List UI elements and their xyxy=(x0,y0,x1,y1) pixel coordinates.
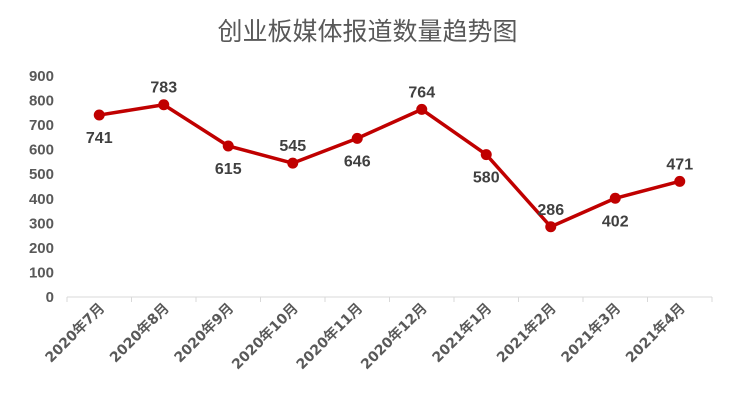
data-points xyxy=(93,99,686,233)
x-tick-label: 2021年1月 xyxy=(429,300,495,366)
y-tick-label: 400 xyxy=(29,191,54,208)
x-axis: 2020年7月2020年8月2020年9月2020年10月2020年11月202… xyxy=(42,296,713,373)
data-label: 471 xyxy=(666,156,693,173)
y-tick-label: 900 xyxy=(29,68,54,85)
x-tick-label: 2020年9月 xyxy=(171,300,237,366)
data-point xyxy=(222,140,234,152)
data-label: 783 xyxy=(150,80,177,97)
data-label: 764 xyxy=(408,84,435,101)
data-point xyxy=(545,221,557,233)
data-label: 545 xyxy=(279,138,306,155)
data-label: 741 xyxy=(86,130,113,147)
data-label: 615 xyxy=(215,161,242,178)
data-labels: 741 783 615 545 646 764 580 286 402 471 xyxy=(86,80,693,231)
y-tick-label: 0 xyxy=(46,289,54,306)
x-tick-label: 2020年12月 xyxy=(357,300,430,373)
x-tick-label: 2020年7月 xyxy=(42,300,108,366)
x-tick-label: 2021年4月 xyxy=(622,300,688,366)
chart-title: 创业板媒体报道数量趋势图 xyxy=(217,17,518,46)
data-point xyxy=(674,175,686,187)
data-point xyxy=(480,149,492,161)
y-tick-label: 800 xyxy=(29,93,54,110)
y-tick-label: 600 xyxy=(29,142,54,159)
data-point xyxy=(287,157,299,169)
data-point xyxy=(351,132,363,144)
y-tick-label: 700 xyxy=(29,117,54,134)
y-axis: 0 100 200 300 400 500 600 700 800 900 xyxy=(29,68,54,306)
data-point xyxy=(93,109,105,121)
data-point xyxy=(416,103,428,115)
x-tick-label: 2021年2月 xyxy=(493,300,559,366)
data-point xyxy=(609,192,621,204)
series-line xyxy=(97,102,682,229)
data-point xyxy=(158,99,170,111)
x-tick-label: 2020年8月 xyxy=(106,300,172,366)
x-tick-label: 2020年10月 xyxy=(228,300,301,373)
series-polyline xyxy=(97,102,682,229)
data-label: 286 xyxy=(537,202,564,219)
y-tick-label: 500 xyxy=(29,166,54,183)
y-tick-label: 100 xyxy=(29,264,54,281)
y-tick-label: 300 xyxy=(29,215,54,232)
x-tick-label: 2020年11月 xyxy=(293,300,366,373)
x-tick-label: 2021年3月 xyxy=(558,300,624,366)
data-label: 402 xyxy=(602,213,629,230)
data-label: 580 xyxy=(473,170,500,187)
data-label: 646 xyxy=(344,153,371,170)
y-tick-label: 200 xyxy=(29,240,54,257)
